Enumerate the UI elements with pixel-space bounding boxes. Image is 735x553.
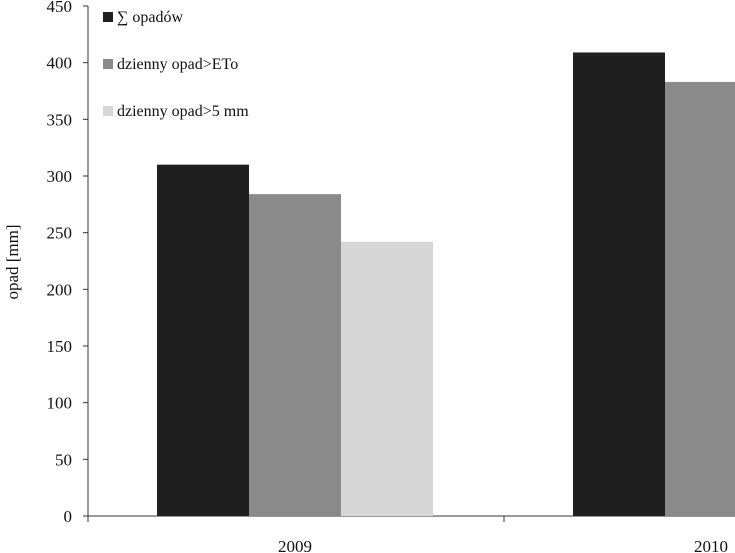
y-axis-label: opad [mm] xyxy=(3,224,22,299)
y-tick-label: 200 xyxy=(47,280,73,299)
bar xyxy=(341,241,433,516)
bar xyxy=(157,164,249,516)
bars: 2009 2010 xyxy=(157,52,735,553)
y-tick-label: 250 xyxy=(47,224,73,243)
bar xyxy=(573,52,665,516)
bar xyxy=(665,81,735,516)
legend-swatch xyxy=(103,59,113,69)
x-tick-label: 2009 xyxy=(278,537,312,553)
legend: ∑ opadów dzienny opad>ETo dzienny opad>5 m… xyxy=(103,9,249,120)
legend-item: dzienny opad>ETo xyxy=(103,56,238,73)
axes: 0 50 100 150 200 250 300 350 400 450 xyxy=(47,0,735,526)
y-tick-label: 450 xyxy=(47,0,73,16)
legend-swatch xyxy=(103,12,113,22)
legend-label: dzienny opad>ETo xyxy=(117,56,238,73)
y-tick-label: 0 xyxy=(64,507,73,526)
legend-label: ∑ opadów xyxy=(117,9,184,26)
y-tick-label: 50 xyxy=(55,450,72,469)
y-tick-label: 400 xyxy=(47,54,73,73)
legend-swatch xyxy=(103,106,113,116)
y-tick-label: 350 xyxy=(47,110,73,129)
legend-label: dzienny opad>5 mm xyxy=(117,103,249,120)
legend-item: dzienny opad>5 mm xyxy=(103,103,249,120)
y-tick-label: 150 xyxy=(47,337,73,356)
y-tick-label: 100 xyxy=(47,394,73,413)
legend-item: ∑ opadów xyxy=(103,9,184,26)
x-tick-label: 2010 xyxy=(694,537,728,553)
bar xyxy=(249,194,341,516)
y-tick-label: 300 xyxy=(47,167,73,186)
